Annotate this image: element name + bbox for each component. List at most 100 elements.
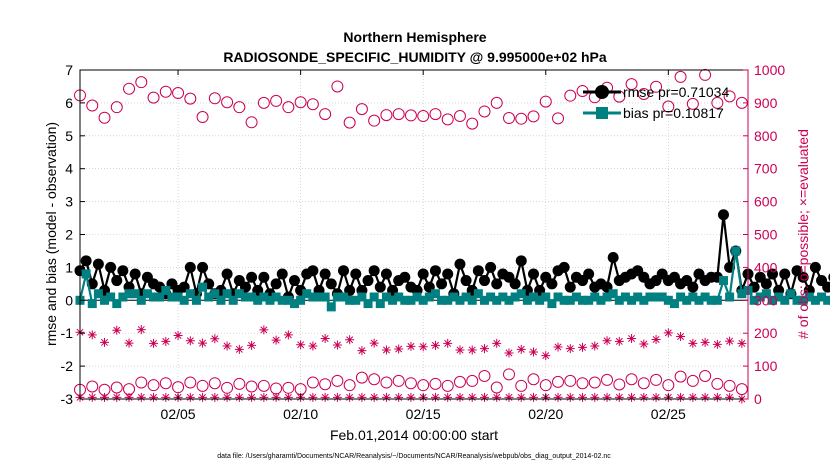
obs-evaluated-marker [283,330,293,340]
obs-evaluated-marker [688,392,698,402]
obs-possible-marker [711,96,724,109]
bias-point [614,295,624,305]
obs-evaluated-marker [234,392,244,402]
obs-evaluated-marker [614,392,624,402]
rmse-point [454,258,466,270]
bias-point [253,295,263,305]
y-left-tick-label: -2 [61,358,74,374]
obs-evaluated-marker [553,342,563,352]
bias-point [792,295,802,305]
obs-possible-marker [172,87,185,100]
bias-point [339,292,349,302]
obs-evaluated-marker [369,392,379,402]
obs-possible-marker [331,80,344,93]
obs-possible-marker [282,101,295,114]
rmse-point [270,278,282,290]
y-right-tick-label: 900 [754,95,778,111]
bias-point [620,292,630,302]
obs-evaluated-marker [614,336,624,346]
rmse-point [117,265,129,277]
bias-point [768,295,778,305]
obs-evaluated-marker [663,328,673,338]
obs-possible-marker [453,110,466,123]
obs-possible-marker [625,78,638,91]
y-right-tick-label: 0 [754,391,762,407]
bias-point [504,295,514,305]
y-left-tick-label: 7 [65,62,73,78]
obs-possible-marker [135,376,148,389]
bias-point [204,292,214,302]
bias-point [443,295,453,305]
bias-point [473,289,483,299]
obs-possible-marker [343,116,356,129]
obs-evaluated-marker [198,338,208,348]
obs-evaluated-marker [565,344,575,354]
obs-evaluated-marker [185,336,195,346]
bias-point [424,292,434,302]
obs-possible-marker [184,92,197,105]
bias-point [516,289,526,299]
obs-evaluated-marker [406,341,416,351]
bias-point [565,295,575,305]
y-left-tick-label: 6 [65,95,73,111]
obs-evaluated-marker [247,392,257,402]
rmse-point [129,268,141,280]
bias-point [302,289,312,299]
y-right-tick-label: 800 [754,128,778,144]
bias-point [590,292,600,302]
obs-possible-marker [478,105,491,118]
bias-point [234,289,244,299]
obs-possible-marker [588,376,601,389]
obs-possible-marker [123,82,136,95]
rmse-point [478,275,490,287]
obs-evaluated-marker [590,392,600,402]
y-right-tick-label: 500 [754,227,778,243]
obs-evaluated-marker [394,344,404,354]
bias-point [271,292,281,302]
bias-point [602,292,612,302]
obs-evaluated-marker [406,392,416,402]
obs-evaluated-marker [516,344,526,354]
obs-possible-marker [662,100,675,113]
bias-point [136,295,146,305]
bias-point [823,295,830,305]
bias-point [780,295,790,305]
obs-possible-marker [674,70,687,83]
obs-evaluated-marker [602,392,612,402]
obs-evaluated-marker [149,392,159,402]
obs-evaluated-marker [590,341,600,351]
obs-possible-marker [637,377,650,390]
bias-point [345,295,355,305]
obs-evaluated-marker [725,392,735,402]
obs-possible-marker [147,91,160,104]
rmse-point [797,271,809,283]
y-axis-right-label: # of obs: o=possible; ×=evaluated [795,129,811,339]
obs-possible-marker [613,378,626,391]
y-left-tick-label: 2 [65,227,73,243]
rmse-point [809,261,821,273]
rmse-series [74,209,830,303]
bias-point [535,295,545,305]
obs-possible-marker [417,379,430,392]
obs-evaluated-marker [627,392,637,402]
obs-evaluated-marker [222,341,232,351]
bias-point [100,295,110,305]
obs-evaluated-marker [565,392,575,402]
obs-possible-marker [417,110,430,123]
bias-point [118,292,128,302]
rmse-point [276,268,288,280]
bias-point [106,292,116,302]
obs-evaluated-marker [345,335,355,345]
bias-point [700,292,710,302]
obs-possible-marker [355,371,368,384]
obs-evaluated-marker [283,392,293,402]
obs-possible-marker [159,377,172,390]
rmse-point [687,281,699,293]
rmse-point [546,278,558,290]
obs-possible-marker [208,377,221,390]
rmse-point [258,271,270,283]
y-left-tick-label: 4 [65,161,73,177]
rmse-point [460,275,472,287]
bias-point [437,295,447,305]
bias-point [522,295,532,305]
